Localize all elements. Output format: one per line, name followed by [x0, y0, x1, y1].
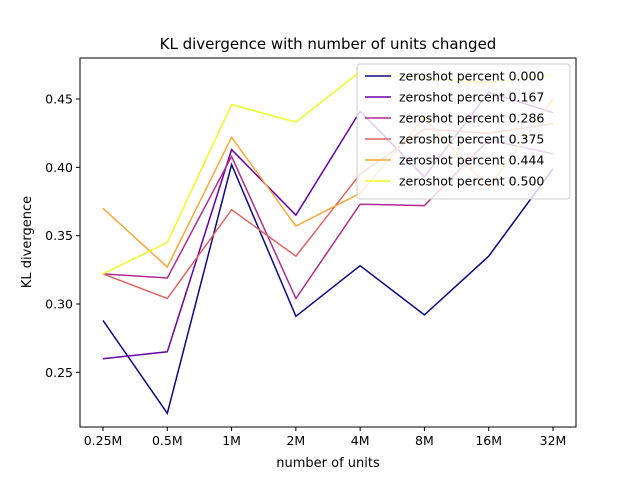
legend-entry: zeroshot percent 0.375 [399, 132, 544, 147]
y-axis-label: KL divergence [20, 196, 35, 288]
y-tick-label: 0.30 [45, 297, 73, 312]
x-tick-label: 4M [351, 433, 370, 448]
legend: zeroshot percent 0.000 zeroshot percent 0… [356, 63, 571, 200]
series-line-0 [102, 162, 554, 416]
legend-box [356, 63, 571, 200]
x-axis-label: number of units [276, 456, 380, 471]
legend-entry: zeroshot percent 0.167 [399, 90, 544, 105]
x-tick-label: 2M [286, 433, 305, 448]
x-tick-label: 0.25M [84, 433, 123, 448]
plot-frame [79, 57, 577, 428]
plot-lines [102, 70, 554, 416]
x-tick-label: 32M [540, 433, 567, 448]
legend-entry: zeroshot percent 0.000 [399, 69, 544, 84]
x-axis: 0.25M 0.5M 1M 2M 4M 8M 16M 32M [84, 427, 567, 448]
legend-entry: zeroshot percent 0.444 [399, 153, 544, 168]
y-tick-label: 0.25 [45, 365, 73, 380]
legend-entry: zeroshot percent 0.500 [399, 174, 544, 189]
x-tick-label: 8M [415, 433, 434, 448]
legend-entry: zeroshot percent 0.286 [399, 111, 544, 126]
y-tick-label: 0.45 [45, 92, 73, 107]
x-tick-label: 16M [475, 433, 502, 448]
y-tick-label: 0.40 [45, 160, 73, 175]
y-axis: 0.25 0.30 0.35 0.40 0.45 [45, 92, 80, 380]
y-tick-label: 0.35 [45, 228, 73, 243]
chart-title: KL divergence with number of units chang… [160, 35, 497, 53]
x-tick-label: 1M [222, 433, 241, 448]
x-tick-label: 0.5M [152, 433, 183, 448]
